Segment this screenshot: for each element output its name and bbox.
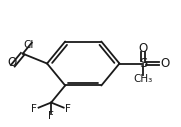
Text: CH₃: CH₃	[133, 74, 153, 84]
Text: Cl: Cl	[23, 40, 34, 50]
Text: O: O	[160, 57, 170, 70]
Text: F: F	[31, 104, 37, 114]
Text: F: F	[48, 111, 54, 121]
Text: S: S	[139, 57, 147, 70]
Text: O: O	[138, 42, 148, 54]
Text: F: F	[65, 104, 71, 114]
Text: O: O	[7, 56, 16, 69]
